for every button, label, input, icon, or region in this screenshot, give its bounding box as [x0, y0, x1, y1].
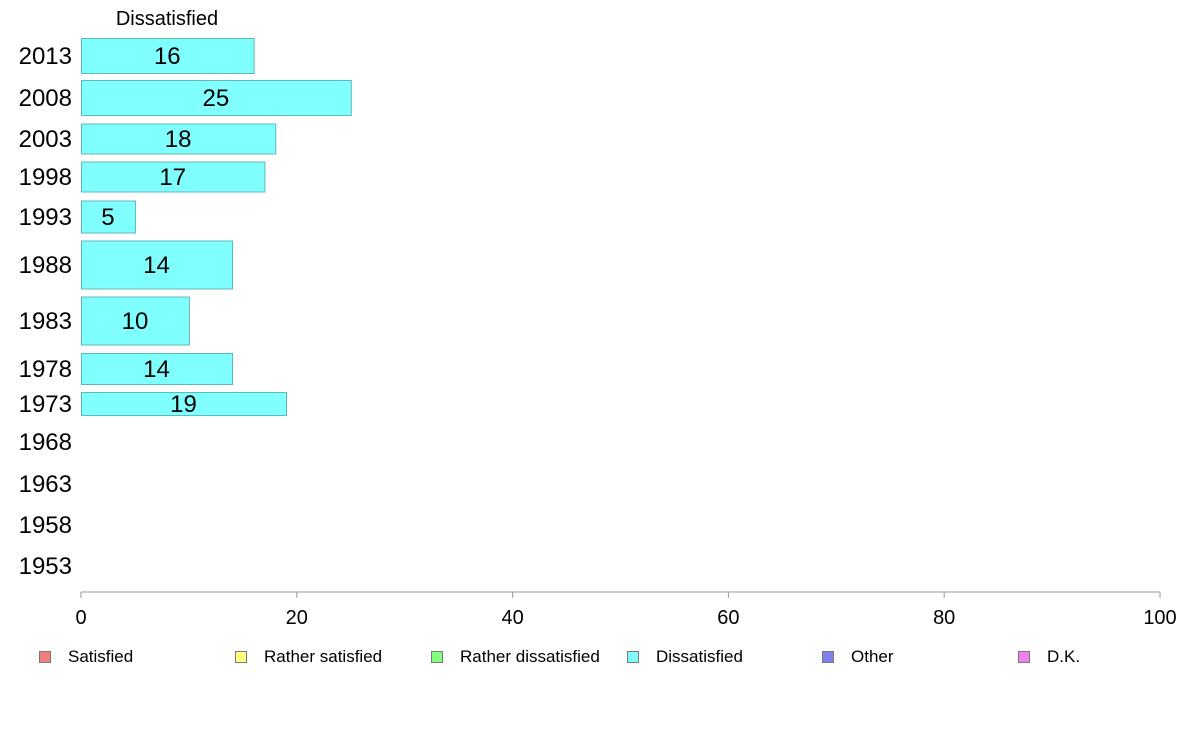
- legend-swatch: [627, 651, 639, 663]
- y-tick-label-1963: 1963: [19, 471, 72, 498]
- bar-1988: [81, 240, 234, 290]
- y-tick-label-1973: 1973: [19, 391, 72, 418]
- x-tick-label-40: 40: [501, 607, 523, 629]
- legend-item: Satisfied: [39, 646, 133, 668]
- data-label-1983: 10: [122, 308, 149, 335]
- y-tick-label-1978: 1978: [19, 356, 72, 383]
- bar-2003: [81, 123, 277, 155]
- data-label-2008: 25: [203, 85, 230, 112]
- legend-swatch: [235, 651, 247, 663]
- x-tick-label-0: 0: [75, 607, 86, 629]
- data-label-1973: 19: [170, 391, 197, 418]
- y-tick-label-1953: 1953: [19, 553, 72, 580]
- chart-title: Dissatisfied: [116, 8, 218, 30]
- bar-1998: [81, 161, 266, 193]
- y-tick-label-1998: 1998: [19, 164, 72, 191]
- legend-swatch: [822, 651, 834, 663]
- y-tick-label-1988: 1988: [19, 252, 72, 279]
- bar-1993: [81, 200, 136, 234]
- legend-item: Rather satisfied: [235, 646, 382, 668]
- bar-1978: [81, 353, 234, 385]
- legend-swatch: [1018, 651, 1030, 663]
- data-label-2013: 16: [154, 43, 181, 70]
- x-tick-label-100: 100: [1143, 607, 1176, 629]
- data-label-2003: 18: [165, 126, 192, 153]
- bar-1983: [81, 296, 190, 346]
- legend-item: D.K.: [1018, 646, 1080, 668]
- legend-label: D.K.: [1047, 647, 1081, 666]
- legend: Satisfied Rather satisfied Rather dissatis…: [0, 646, 1188, 670]
- y-tick-label-2008: 2008: [19, 85, 72, 112]
- legend-label: Rather dissatisfied: [460, 647, 600, 666]
- data-label-1978: 14: [143, 356, 170, 383]
- y-tick-label-2003: 2003: [19, 126, 72, 153]
- bar-2008: [81, 80, 352, 116]
- y-tick-label-1968: 1968: [19, 429, 72, 456]
- legend-swatch: [39, 651, 51, 663]
- bar-2013: [81, 38, 255, 74]
- legend-label: Other: [851, 647, 894, 666]
- x-tick-label-60: 60: [717, 607, 739, 629]
- legend-label: Rather satisfied: [264, 647, 383, 666]
- legend-swatch: [431, 651, 443, 663]
- y-tick-label-1993: 1993: [19, 204, 72, 231]
- data-label-1993: 5: [101, 204, 114, 231]
- data-label-1998: 17: [159, 164, 186, 191]
- legend-item: Rather dissatisfied: [431, 646, 600, 668]
- legend-label: Satisfied: [68, 647, 134, 666]
- x-tick-label-80: 80: [933, 607, 955, 629]
- data-label-1988: 14: [143, 252, 170, 279]
- y-tick-label-1958: 1958: [19, 512, 72, 539]
- x-axis: 0 20 40 60 80 100: [75, 591, 1177, 629]
- bar-1973: [81, 392, 288, 416]
- y-tick-label-1983: 1983: [19, 308, 72, 335]
- x-tick-label-20: 20: [286, 607, 308, 629]
- legend-item: Dissatisfied: [627, 646, 743, 668]
- legend-label: Dissatisfied: [656, 647, 743, 666]
- y-tick-labels: 2013 2008 2003 1998 1993 1988 1983 1978 1973 1968…: [19, 43, 72, 580]
- legend-item: Other: [822, 646, 894, 668]
- y-tick-label-2013: 2013: [19, 43, 72, 70]
